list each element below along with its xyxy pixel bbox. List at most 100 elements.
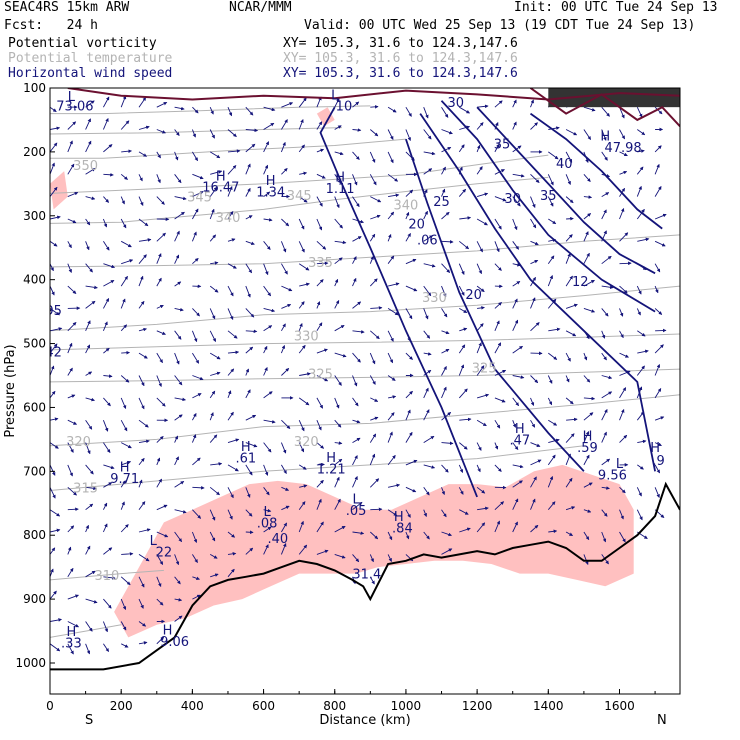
wind-vector — [67, 367, 73, 376]
x-axis-label: Distance (km) — [319, 713, 410, 728]
wind-vector — [174, 330, 182, 340]
wind-vector — [138, 621, 147, 627]
wind-vector — [227, 210, 234, 220]
wind-vector — [174, 174, 182, 184]
wind-vector — [637, 439, 647, 444]
pv-shading-layer — [50, 107, 634, 638]
wind-vector — [103, 374, 113, 378]
wind-vector — [458, 388, 468, 399]
wind-vector — [67, 394, 76, 399]
wind-vector — [636, 487, 642, 497]
wind-vector — [583, 279, 595, 287]
wind-vector — [369, 375, 376, 385]
wind-vector — [67, 218, 77, 224]
wind-vector — [102, 621, 108, 633]
wind-vector — [156, 397, 166, 407]
wind-vector — [299, 171, 308, 176]
field-xy-wind: XY= 105.3, 31.6 to 124.3,147.6 — [283, 66, 518, 81]
wind-vector — [191, 330, 198, 343]
wind-speed-contour — [405, 138, 585, 472]
wind-vector — [67, 486, 77, 496]
wind-vector — [85, 419, 93, 430]
wind-vector — [352, 174, 358, 186]
wind-vector — [138, 151, 148, 157]
wind-vector — [138, 275, 144, 287]
wind-vector — [138, 641, 148, 645]
wind-vector — [494, 369, 507, 376]
wind-vector — [369, 174, 377, 186]
wind-vector — [494, 218, 502, 230]
wind-vector — [494, 143, 500, 153]
field-name-pv: Potential vorticity — [8, 36, 157, 51]
contour-annotation: 320 — [66, 435, 91, 450]
wind-vector — [138, 352, 148, 359]
wind-vector — [85, 300, 96, 309]
contour-annotation: .61 — [235, 451, 256, 466]
wind-vector — [441, 412, 452, 421]
wind-vector — [637, 464, 644, 470]
wind-vector — [156, 101, 168, 108]
wind-vector — [601, 352, 607, 361]
wind-vector — [458, 188, 466, 197]
contour-annotation: .05 — [346, 504, 367, 519]
contour-annotation: 35 — [494, 138, 511, 153]
x-tick-label: 800 — [323, 699, 346, 713]
contour-annotation: H — [335, 170, 345, 185]
wind-vector — [476, 241, 483, 253]
wind-vector — [494, 301, 502, 309]
wind-vector — [227, 263, 237, 269]
wind-vector — [245, 346, 254, 354]
wind-speed-contour-layer — [319, 100, 663, 498]
wind-vector — [227, 107, 233, 117]
theta-contour — [50, 285, 680, 332]
wind-vector — [512, 375, 525, 379]
wind-vector — [174, 281, 182, 287]
wind-vector — [120, 375, 130, 383]
wind-vector — [352, 301, 362, 309]
wind-vector — [316, 498, 322, 510]
wind-vector — [565, 151, 573, 163]
wind-vector — [601, 330, 606, 339]
wind-vector — [441, 487, 445, 496]
wind-vector — [334, 257, 343, 265]
wind-vector — [547, 298, 557, 309]
wind-vector — [654, 163, 660, 175]
wind-vector — [209, 129, 215, 139]
wind-vector — [387, 554, 392, 562]
wind-vector — [423, 531, 430, 540]
wind-vector — [601, 458, 611, 466]
wind-vector — [298, 397, 310, 406]
wind-vector — [423, 330, 431, 339]
wind-vector — [281, 505, 290, 511]
wind-vector — [174, 352, 180, 365]
south-end-label: S — [85, 713, 93, 728]
wind-vector — [67, 525, 75, 533]
wind-vector — [191, 231, 197, 242]
wind-vector — [85, 285, 98, 290]
wind-vector — [50, 547, 56, 555]
wind-vector — [174, 509, 187, 514]
wind-vector — [512, 480, 523, 488]
wind-vector — [85, 100, 95, 108]
wind-vector — [85, 503, 94, 511]
wind-vector — [263, 345, 268, 354]
wind-vector — [441, 348, 450, 354]
wind-vector — [441, 548, 453, 555]
wind-vector — [280, 141, 286, 153]
wind-vector — [50, 263, 54, 272]
wind-vector — [601, 129, 607, 141]
wind-vector — [547, 475, 554, 488]
wind-vector — [441, 146, 452, 153]
wind-vector — [477, 306, 485, 310]
wind-vector — [459, 527, 471, 533]
wind-vector — [156, 174, 161, 184]
wind-vector — [138, 457, 145, 466]
wind-vector — [227, 552, 237, 556]
wind-vector — [387, 531, 393, 541]
contour-annotation: .33 — [61, 637, 82, 652]
wind-vector — [405, 431, 413, 443]
wind-vector — [370, 105, 379, 109]
wind-vector — [227, 368, 235, 376]
wind-vector — [67, 567, 74, 578]
wind-vector — [547, 196, 554, 207]
